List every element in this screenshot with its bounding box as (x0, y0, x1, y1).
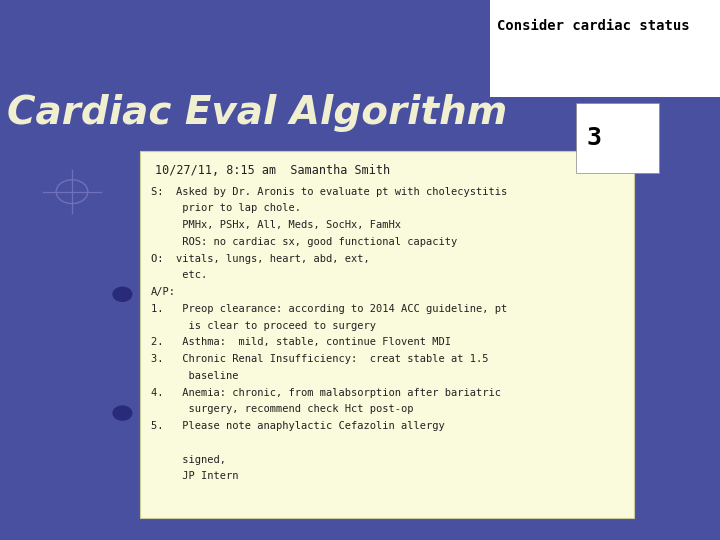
Text: Cardiac Eval Algorithm: Cardiac Eval Algorithm (7, 94, 508, 132)
Text: signed,: signed, (151, 455, 226, 464)
Text: A/P:: A/P: (151, 287, 176, 297)
Text: 3.   Chronic Renal Insufficiency:  creat stable at 1.5: 3. Chronic Renal Insufficiency: creat st… (151, 354, 489, 364)
Circle shape (113, 406, 132, 420)
Text: JP Intern: JP Intern (151, 471, 239, 481)
Text: 5.   Please note anaphylactic Cefazolin allergy: 5. Please note anaphylactic Cefazolin al… (151, 421, 445, 431)
Text: surgery, recommend check Hct post-op: surgery, recommend check Hct post-op (151, 404, 414, 414)
Text: 2.   Asthma:  mild, stable, continue Flovent MDI: 2. Asthma: mild, stable, continue Floven… (151, 338, 451, 347)
Text: baseline: baseline (151, 371, 239, 381)
FancyBboxPatch shape (490, 0, 720, 97)
Text: PMHx, PSHx, All, Meds, SocHx, FamHx: PMHx, PSHx, All, Meds, SocHx, FamHx (151, 220, 401, 230)
FancyBboxPatch shape (576, 103, 659, 173)
Text: 1.   Preop clearance: according to 2014 ACC guideline, pt: 1. Preop clearance: according to 2014 AC… (151, 304, 508, 314)
Text: prior to lap chole.: prior to lap chole. (151, 204, 301, 213)
Text: O:  vitals, lungs, heart, abd, ext,: O: vitals, lungs, heart, abd, ext, (151, 254, 370, 264)
Text: etc.: etc. (151, 271, 207, 280)
Text: 4.   Anemia: chronic, from malabsorption after bariatric: 4. Anemia: chronic, from malabsorption a… (151, 388, 501, 397)
Text: 3: 3 (587, 126, 601, 150)
Circle shape (113, 287, 132, 301)
Text: is clear to proceed to surgery: is clear to proceed to surgery (151, 321, 377, 330)
FancyBboxPatch shape (140, 151, 634, 518)
Text: Consider cardiac status: Consider cardiac status (497, 19, 690, 33)
Text: 10/27/11, 8:15 am  Samantha Smith: 10/27/11, 8:15 am Samantha Smith (155, 164, 390, 177)
Text: S:  Asked by Dr. Aronis to evaluate pt with cholecystitis: S: Asked by Dr. Aronis to evaluate pt wi… (151, 187, 508, 197)
Text: ROS: no cardiac sx, good functional capacity: ROS: no cardiac sx, good functional capa… (151, 237, 457, 247)
